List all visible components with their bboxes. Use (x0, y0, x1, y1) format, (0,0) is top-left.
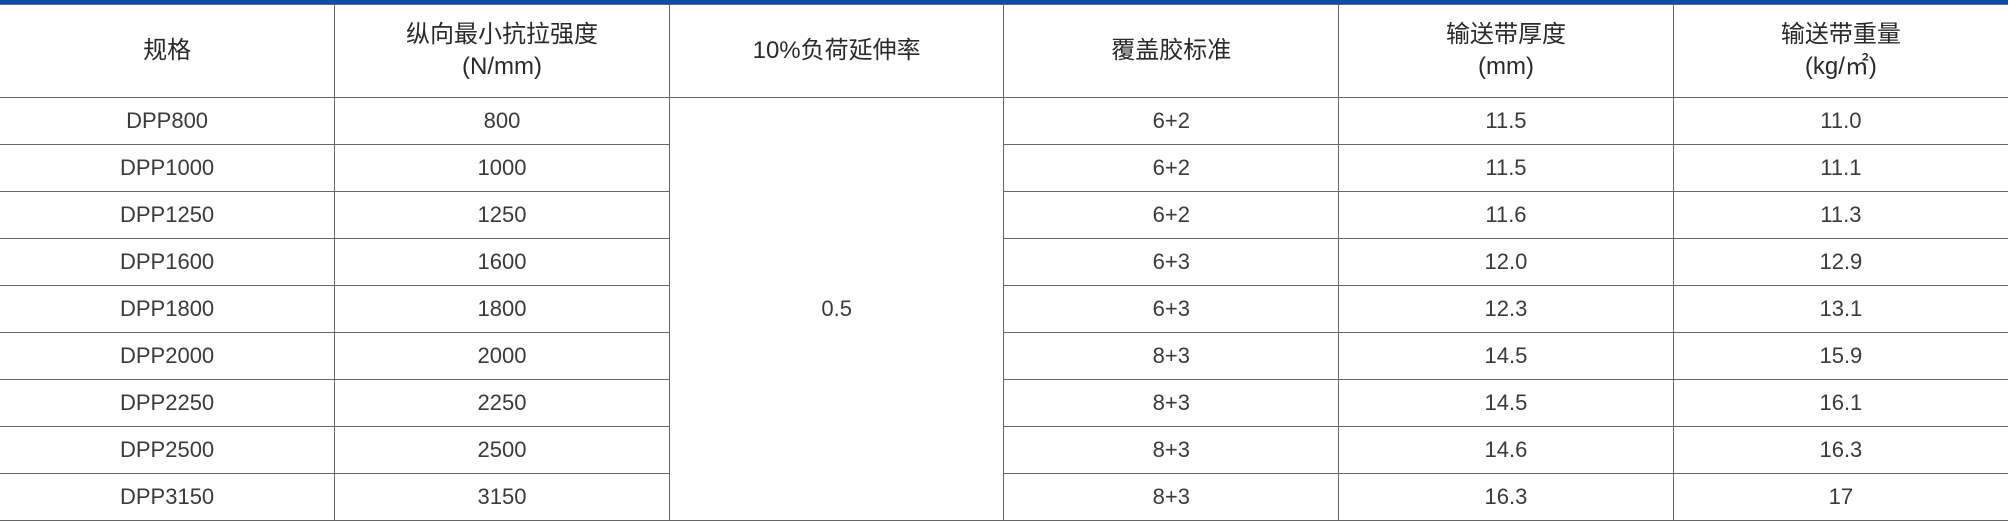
cell-cover-rubber: 8+3 (1003, 332, 1340, 380)
table-row: DPP1000 1000 6+2 11.5 11.1 (0, 144, 2008, 192)
cell-cover-rubber: 8+3 (1003, 473, 1340, 521)
cell-cover-rubber: 8+3 (1003, 426, 1340, 474)
header-text: 覆盖胶标准 (1111, 37, 1232, 64)
header-text: 输送带厚度 (1445, 21, 1566, 48)
cell-spec: DPP1000 (0, 144, 336, 192)
cell-thickness: 12.3 (1338, 285, 1674, 333)
header-text: 输送带重量 (1780, 21, 1901, 48)
table-row: DPP800 800 0.5 6+2 11.5 11.0 (0, 97, 2008, 521)
header-unit: (mm) (1477, 53, 1534, 80)
table-row: DPP1600 1600 6+3 12.0 12.9 (0, 238, 2008, 286)
cell-tensile-strength: 800 (334, 97, 670, 145)
cell-weight: 11.0 (1672, 97, 2008, 145)
cell-thickness: 11.5 (1338, 97, 1674, 145)
cell-thickness: 14.6 (1338, 426, 1674, 474)
cell-thickness: 16.3 (1338, 473, 1674, 521)
table-row: DPP2000 2000 8+3 14.5 15.9 (0, 332, 2008, 380)
cell-thickness: 11.6 (1338, 191, 1674, 239)
cell-weight: 12.9 (1672, 238, 2008, 286)
table-row: DPP2250 2250 8+3 14.5 16.1 (0, 379, 2008, 427)
cell-cover-rubber: 6+3 (1003, 285, 1340, 333)
conveyor-belt-spec-table: 规格 纵向最小抗拉强度 (N/mm) 10%负荷延伸率 覆盖胶标准 输送带厚度 (m… (0, 4, 2008, 521)
cell-elongation: 0.5 (668, 97, 1005, 521)
cell-cover-rubber: 6+2 (1003, 97, 1340, 145)
cell-spec: DPP3150 (0, 473, 336, 521)
cell-tensile-strength: 2000 (334, 332, 670, 380)
cell-cover-rubber: 6+2 (1003, 144, 1340, 192)
cell-weight: 16.3 (1672, 426, 2008, 474)
cell-weight: 15.9 (1672, 332, 2008, 380)
cell-thickness: 12.0 (1338, 238, 1674, 286)
header-text: 10%负荷延伸率 (752, 37, 921, 64)
header-tensile-strength: 纵向最小抗拉强度 (N/mm) (334, 4, 670, 98)
cell-weight: 16.1 (1672, 379, 2008, 427)
cell-cover-rubber: 6+3 (1003, 238, 1340, 286)
cell-tensile-strength: 1800 (334, 285, 670, 333)
cell-weight: 13.1 (1672, 285, 2008, 333)
cell-spec: DPP1250 (0, 191, 336, 239)
header-thickness: 输送带厚度 (mm) (1338, 4, 1674, 98)
cell-tensile-strength: 2500 (334, 426, 670, 474)
cell-spec: DPP1600 (0, 238, 336, 286)
header-row: 规格 纵向最小抗拉强度 (N/mm) 10%负荷延伸率 覆盖胶标准 输送带厚度 (m… (0, 4, 2008, 98)
cell-tensile-strength: 1000 (334, 144, 670, 192)
header-text: 规格 (143, 37, 192, 64)
table-row: DPP2500 2500 8+3 14.6 16.3 (0, 426, 2008, 474)
header-unit: (N/mm) (462, 53, 542, 80)
cell-spec: DPP2500 (0, 426, 336, 474)
header-text: 纵向最小抗拉强度 (405, 21, 598, 48)
table-row: DPP3150 3150 8+3 16.3 17 (0, 473, 2008, 521)
header-weight: 输送带重量 (kg/㎡) (1672, 4, 2008, 98)
cell-tensile-strength: 3150 (334, 473, 670, 521)
cell-spec: DPP2000 (0, 332, 336, 380)
header-unit: (kg/㎡) (1804, 53, 1877, 80)
cell-weight: 17 (1672, 473, 2008, 521)
top-accent-bar (0, 0, 2008, 4)
table-row: DPP1250 1250 6+2 11.6 11.3 (0, 191, 2008, 239)
cell-weight: 11.3 (1672, 191, 2008, 239)
cell-spec: DPP2250 (0, 379, 336, 427)
cell-tensile-strength: 1250 (334, 191, 670, 239)
cell-thickness: 14.5 (1338, 379, 1674, 427)
header-spec: 规格 (0, 4, 336, 98)
cell-thickness: 14.5 (1338, 332, 1674, 380)
cell-cover-rubber: 6+2 (1003, 191, 1340, 239)
cell-spec: DPP800 (0, 97, 336, 145)
cell-tensile-strength: 1600 (334, 238, 670, 286)
table-row: DPP1800 1800 6+3 12.3 13.1 (0, 285, 2008, 333)
cell-spec: DPP1800 (0, 285, 336, 333)
cell-thickness: 11.5 (1338, 144, 1674, 192)
header-elongation: 10%负荷延伸率 (668, 4, 1005, 98)
header-cover-rubber: 覆盖胶标准 (1003, 4, 1340, 98)
cell-tensile-strength: 2250 (334, 379, 670, 427)
cell-weight: 11.1 (1672, 144, 2008, 192)
cell-cover-rubber: 8+3 (1003, 379, 1340, 427)
